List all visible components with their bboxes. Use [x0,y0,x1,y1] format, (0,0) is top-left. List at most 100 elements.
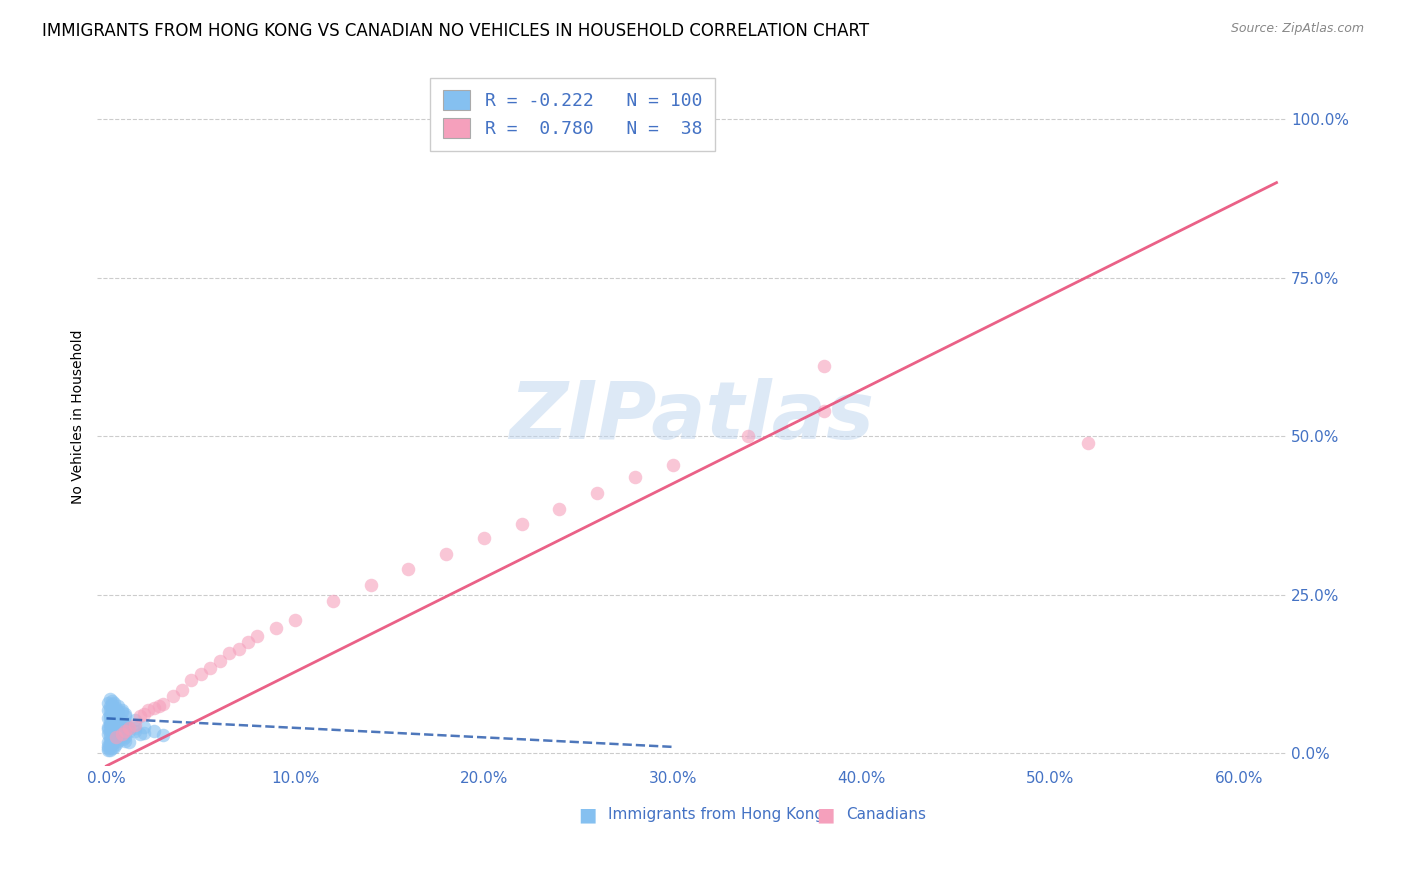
Point [103,739,125,754]
Point [110,727,132,741]
Point [624,470,647,484]
Point [396,562,419,576]
Point [101,694,124,708]
Point [101,711,124,725]
Point [97,727,120,741]
Point [108,729,131,743]
Point [110,713,132,727]
Point [110,731,132,745]
Point [107,709,129,723]
Point [180,673,202,688]
Point [813,404,835,418]
Point [97,741,120,756]
Point [246,629,269,643]
Point [104,714,127,729]
Point [501,112,523,127]
Point [114,706,136,721]
Point [118,721,141,735]
Text: ■: ■ [578,805,596,824]
Point [142,724,165,739]
Point [107,705,129,719]
Point [236,635,259,649]
Text: Source: ZipAtlas.com: Source: ZipAtlas.com [1230,22,1364,36]
Point [136,703,159,717]
Point [98,743,121,757]
Point [103,709,125,723]
Point [103,715,125,730]
Point [813,359,835,374]
Point [218,646,240,660]
Point [114,722,136,736]
Point [114,717,136,731]
Point [101,697,124,711]
Point [104,700,127,714]
Point [98,692,121,706]
Text: Canadians: Canadians [846,807,927,822]
Point [98,703,121,717]
Point [104,717,127,731]
Point [284,613,307,627]
Point [1077,435,1099,450]
Point [98,737,121,751]
Point [98,721,121,735]
Point [103,731,125,745]
Point [97,720,120,734]
Point [118,724,141,739]
Point [104,729,127,743]
Point [103,706,125,721]
Point [661,458,683,472]
Point [108,717,131,731]
Point [101,741,124,756]
Point [228,641,250,656]
Point [110,727,132,741]
Point [104,722,127,736]
Point [101,737,124,751]
Point [114,724,136,739]
Point [434,547,457,561]
Point [101,714,124,729]
Point [118,735,141,749]
Point [112,732,135,747]
Point [101,700,124,714]
Y-axis label: No Vehicles in Household: No Vehicles in Household [72,330,86,505]
Point [110,720,132,734]
Point [134,720,156,734]
Point [170,682,193,697]
Point [586,486,609,500]
Point [101,705,124,719]
Point [134,726,156,740]
Point [97,743,120,757]
Point [190,667,212,681]
Point [103,702,125,716]
Point [208,654,231,668]
Point [98,731,121,745]
Point [110,715,132,730]
Point [148,698,170,713]
Point [97,722,120,736]
Point [114,709,136,723]
Point [129,727,152,741]
Point [97,696,120,710]
Point [98,698,121,713]
Point [360,578,382,592]
Point [110,705,132,719]
Point [104,737,127,751]
Point [129,709,152,723]
Point [101,722,124,736]
Point [104,711,127,725]
Point [101,724,124,739]
Point [107,720,129,734]
Point [110,703,132,717]
Point [103,724,125,739]
Point [124,717,146,731]
Point [98,733,121,747]
Text: ZIPatlas: ZIPatlas [509,378,875,456]
Point [108,725,131,739]
Point [114,733,136,747]
Point [134,706,156,721]
Point [107,733,129,747]
Text: IMMIGRANTS FROM HONG KONG VS CANADIAN NO VEHICLES IN HOUSEHOLD CORRELATION CHART: IMMIGRANTS FROM HONG KONG VS CANADIAN NO… [42,22,869,40]
Point [104,703,127,717]
Point [98,711,121,725]
Point [104,731,127,745]
